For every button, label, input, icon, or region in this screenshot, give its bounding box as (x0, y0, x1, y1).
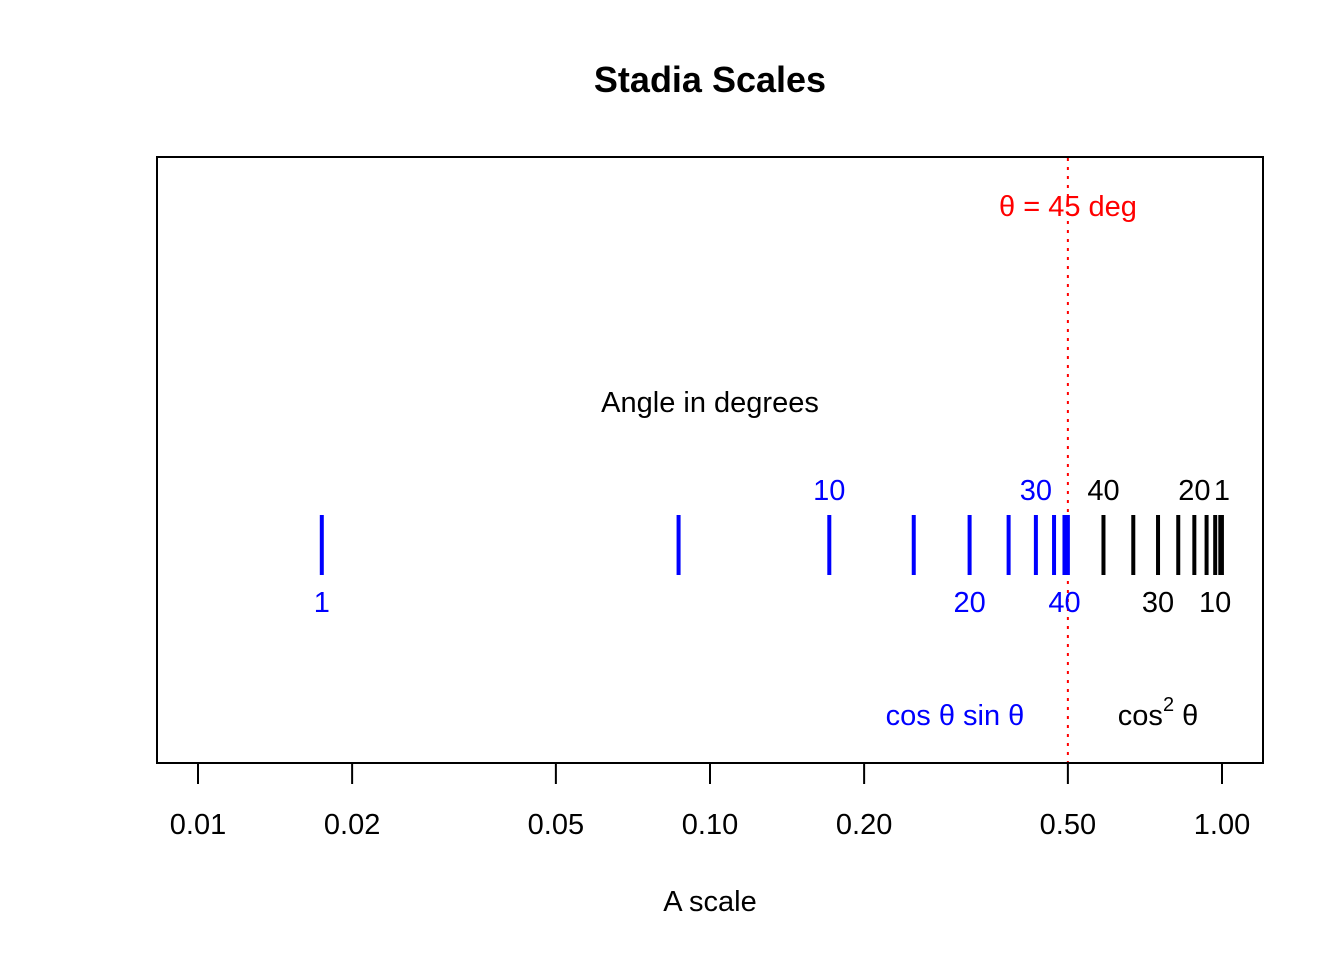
x-tick-label: 0.50 (1040, 809, 1096, 841)
angle-label-below: 1 (314, 587, 330, 619)
x-tick-label: 0.05 (528, 809, 584, 841)
chart-title: Stadia Scales (594, 59, 826, 100)
cos2-superscript: 2 (1163, 694, 1174, 716)
angle-label-above: 1 (1214, 475, 1230, 507)
angle-label-below: 30 (1142, 587, 1174, 619)
x-axis: 0.01 0.02 0.05 0.10 0.20 0.50 1.00 (170, 762, 1250, 841)
cos-sin-scale-label: cos θ sin θ (886, 700, 1025, 732)
x-tick-label: 0.01 (170, 809, 226, 841)
angle-label-above: 40 (1087, 475, 1119, 507)
x-tick-label: 0.10 (682, 809, 738, 841)
angle-label-below: 20 (953, 587, 985, 619)
cos2-theta: θ (1182, 700, 1198, 732)
x-axis-label: A scale (663, 886, 757, 918)
angle-label-above: 20 (1178, 475, 1210, 507)
angle-label-below: 10 (1199, 587, 1231, 619)
cos2-base: cos (1118, 700, 1163, 732)
angle-label-above: 10 (813, 475, 845, 507)
x-tick-label: 0.20 (836, 809, 892, 841)
angle-in-degrees-label: Angle in degrees (601, 387, 819, 419)
x-tick-label: 0.02 (324, 809, 380, 841)
angle-label-above: 30 (1020, 475, 1052, 507)
x-tick-label: 1.00 (1194, 809, 1250, 841)
plot-frame (156, 156, 1264, 764)
angle-label-below: 40 (1048, 587, 1080, 619)
reference-line-label: θ = 45 deg (999, 191, 1137, 223)
cos-squared-scale-label: cos2 θ (1118, 694, 1198, 732)
